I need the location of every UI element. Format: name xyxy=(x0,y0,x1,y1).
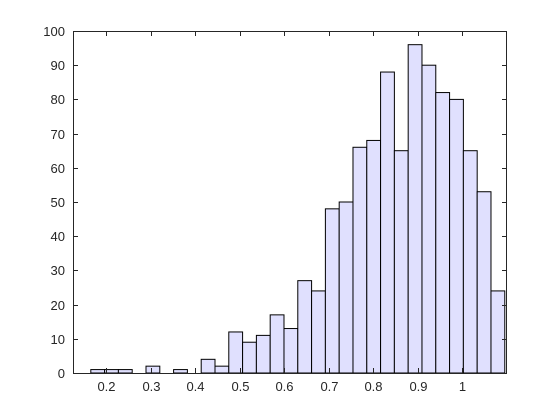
x-tick-label: 0.7 xyxy=(320,379,338,394)
y-tick-label: 80 xyxy=(51,92,65,107)
y-tick-label: 50 xyxy=(51,195,65,210)
histogram-bar xyxy=(255,334,271,374)
histogram-bar xyxy=(380,71,395,374)
histogram-bar xyxy=(407,44,423,374)
histogram-bar xyxy=(393,150,409,374)
histogram-bar xyxy=(435,92,451,374)
y-tick-label: 30 xyxy=(51,263,65,278)
histogram-bar xyxy=(449,98,464,374)
histogram-bar xyxy=(200,358,216,374)
histogram-bar xyxy=(311,290,326,374)
histogram-bar xyxy=(145,365,161,374)
y-tick-label: 10 xyxy=(51,332,65,347)
y-tick-label: 90 xyxy=(51,58,65,73)
histogram-bar xyxy=(214,365,230,374)
y-tick-label: 100 xyxy=(43,24,65,39)
histogram-bar xyxy=(297,280,313,374)
x-tick-label: 0.2 xyxy=(97,379,115,394)
x-tick-label: 0.3 xyxy=(142,379,160,394)
histogram-bar xyxy=(90,369,106,374)
y-tick-label: 60 xyxy=(51,161,65,176)
histogram-bar xyxy=(338,201,354,374)
histogram-bar xyxy=(283,328,299,374)
x-tick-label: 1 xyxy=(459,379,466,394)
x-tick-label: 0.4 xyxy=(186,379,204,394)
histogram-bar xyxy=(324,208,340,374)
histogram-bar xyxy=(228,331,244,374)
histogram-bar xyxy=(117,369,133,374)
y-tick-label: 70 xyxy=(51,127,65,142)
ticks-layer xyxy=(73,31,507,374)
histogram-bar xyxy=(242,341,257,374)
y-tick-label: 20 xyxy=(51,298,65,313)
tick-labels-layer: 0.2 0.3 0.4 0.5 0.6 0.7 0.8 0.9 1010203040506070… xyxy=(43,24,466,394)
x-tick-label: 0.9 xyxy=(409,379,427,394)
histogram-bar xyxy=(352,146,368,374)
histogram-bar xyxy=(476,191,492,374)
x-tick-label: 0.8 xyxy=(364,379,382,394)
histogram-bar xyxy=(173,369,188,374)
x-tick-label: 0.6 xyxy=(275,379,293,394)
x-tick-label: 0.5 xyxy=(231,379,249,394)
histogram-bar xyxy=(269,314,285,374)
bars-layer xyxy=(90,44,506,374)
histogram-bar xyxy=(462,150,478,374)
y-tick-label: 0 xyxy=(58,366,65,381)
histogram-bar xyxy=(421,64,437,374)
histogram-bar xyxy=(366,139,382,374)
y-tick-label: 40 xyxy=(51,229,65,244)
histogram-bar xyxy=(490,290,506,374)
